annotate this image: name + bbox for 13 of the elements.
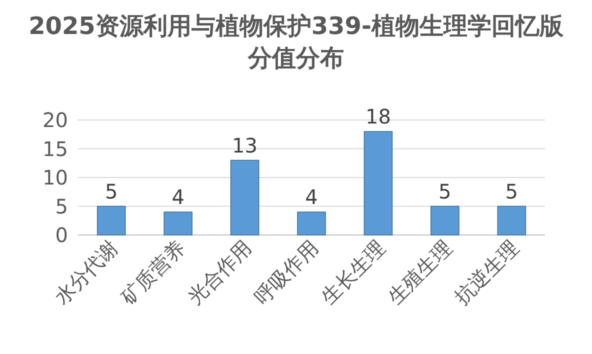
title: 2025资源利用与植物保护339-植物生理学回忆版分值分布 [28,12,564,72]
y-tick-label: 20 [42,108,68,132]
data-label: 18 [365,104,391,128]
y-tick-label: 5 [55,194,68,218]
data-label: 4 [172,185,184,209]
y-tick-label: 15 [42,136,68,161]
data-label: 5 [438,179,452,204]
y-tick-label: 10 [42,166,68,190]
data-label: 13 [232,133,258,158]
y-tick-label: 0 [55,223,68,247]
data-label: 5 [104,179,118,204]
data-label: 4 [305,185,318,209]
data-label: 5 [505,179,518,204]
